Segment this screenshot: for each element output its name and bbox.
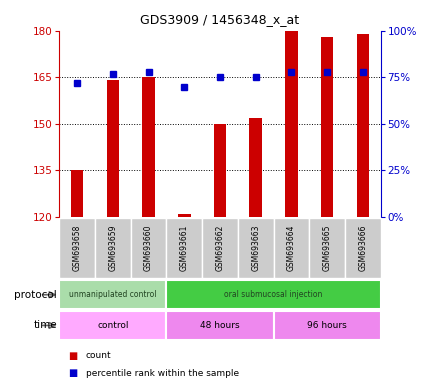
- Text: count: count: [86, 351, 111, 360]
- Bar: [59, 218, 95, 278]
- Bar: [59, 311, 166, 340]
- Text: GSM693666: GSM693666: [358, 225, 367, 271]
- Text: GSM693662: GSM693662: [216, 225, 224, 271]
- Text: control: control: [97, 321, 128, 330]
- Bar: [285, 31, 297, 217]
- Text: ■: ■: [68, 351, 77, 361]
- Bar: [202, 218, 238, 278]
- Bar: [249, 118, 262, 217]
- Bar: [106, 80, 119, 217]
- Bar: [178, 214, 191, 217]
- Text: GSM693665: GSM693665: [323, 225, 332, 271]
- Bar: [274, 218, 309, 278]
- Bar: [95, 218, 131, 278]
- Bar: [71, 170, 84, 217]
- Text: time: time: [33, 320, 57, 331]
- Text: GSM693659: GSM693659: [108, 225, 117, 271]
- Text: oral submucosal injection: oral submucosal injection: [224, 290, 323, 299]
- Bar: [166, 218, 202, 278]
- Text: GSM693664: GSM693664: [287, 225, 296, 271]
- Bar: [274, 311, 381, 340]
- Text: percentile rank within the sample: percentile rank within the sample: [86, 369, 239, 378]
- Text: 96 hours: 96 hours: [307, 321, 347, 330]
- Bar: [166, 280, 381, 309]
- Text: ■: ■: [68, 368, 77, 378]
- Bar: [321, 37, 334, 217]
- Text: 48 hours: 48 hours: [200, 321, 240, 330]
- Bar: [166, 311, 274, 340]
- Bar: [131, 218, 166, 278]
- Text: GSM693658: GSM693658: [73, 225, 82, 271]
- Text: GSM693661: GSM693661: [180, 225, 189, 271]
- Bar: [345, 218, 381, 278]
- Bar: [214, 124, 226, 217]
- Text: GSM693663: GSM693663: [251, 225, 260, 271]
- Text: protocol: protocol: [15, 290, 57, 300]
- Bar: [309, 218, 345, 278]
- Bar: [238, 218, 274, 278]
- Text: unmanipulated control: unmanipulated control: [69, 290, 157, 299]
- Bar: [143, 77, 155, 217]
- Text: GDS3909 / 1456348_x_at: GDS3909 / 1456348_x_at: [140, 13, 300, 26]
- Bar: [356, 34, 369, 217]
- Text: GSM693660: GSM693660: [144, 225, 153, 271]
- Bar: [59, 280, 166, 309]
